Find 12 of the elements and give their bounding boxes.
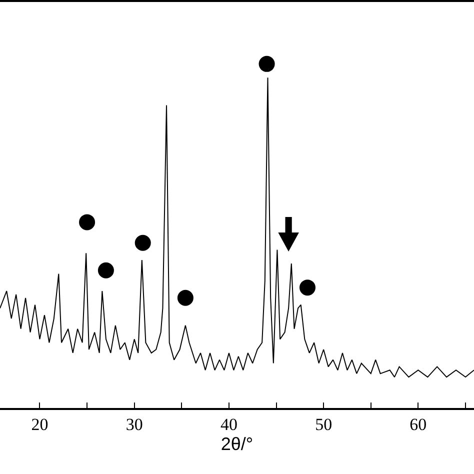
point — [177, 290, 194, 306]
point — [258, 56, 275, 72]
point — [98, 262, 114, 278]
x-tick-label: 30 — [126, 415, 143, 434]
point — [79, 214, 96, 230]
x-tick-label: 50 — [315, 415, 332, 434]
x-tick-label: 40 — [220, 415, 238, 434]
x-tick-label: 20 — [31, 415, 48, 434]
point — [134, 234, 151, 251]
point — [299, 280, 316, 296]
x-tick-label: 60 — [410, 415, 427, 434]
x-axis-title: 2θ/° — [220, 434, 254, 454]
